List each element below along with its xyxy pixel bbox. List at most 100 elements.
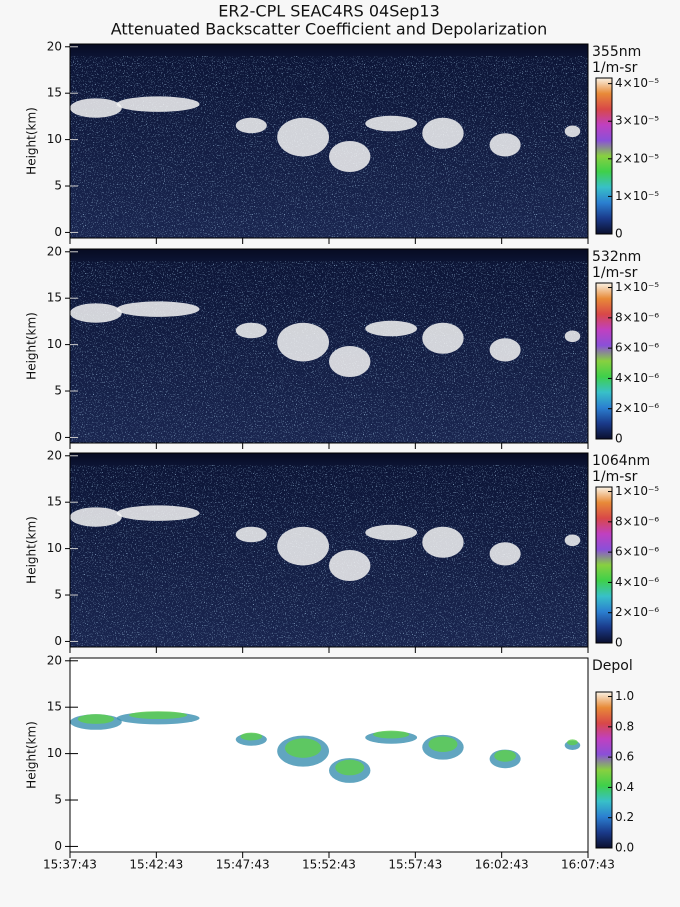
y-axis-label: Height(km): [25, 312, 39, 380]
colorbar-unit: 1/m-sr: [592, 469, 638, 485]
y-tick-label: 10: [47, 132, 62, 146]
cloud: [422, 526, 464, 558]
y-tick-label: 20: [47, 244, 62, 258]
colorbar-label: 355nm: [592, 44, 641, 60]
colorbar-tick-label: 2×10⁻⁵: [615, 151, 659, 165]
colorbar-tick-label: 0: [615, 636, 623, 650]
colorbar-tick-label: 0: [615, 432, 623, 446]
cloud: [116, 301, 200, 317]
colorbar-tick-label: 3×10⁻⁵: [615, 114, 659, 128]
cloud: [70, 98, 122, 118]
cloud: [70, 507, 122, 527]
y-tick-label: 5: [54, 588, 62, 602]
y-tick-label: 15: [47, 700, 62, 714]
colorbar-tick-label: 2×10⁻⁶: [615, 401, 659, 415]
cloud: [489, 133, 521, 157]
x-tick-label: 15:47:43: [216, 858, 270, 872]
colorbar-label: 1064nm: [592, 453, 650, 469]
panel: 0 5 10 15 20 Height(km) 0 2×10⁻⁶ 4×10⁻⁶ 6×10⁻⁶ 8×1…: [25, 244, 659, 449]
cloud: [70, 303, 122, 323]
colorbar-tick-label: 1×10⁻⁵: [615, 484, 659, 498]
cloud: [277, 322, 329, 362]
y-tick-label: 0: [54, 839, 62, 853]
x-tick-label: 15:42:43: [129, 858, 183, 872]
colorbar: [595, 77, 613, 235]
cloud: [235, 526, 267, 543]
colorbar-tick-label: 8×10⁻⁶: [615, 310, 659, 324]
colorbar: [595, 486, 613, 644]
y-tick-label: 20: [47, 39, 62, 53]
cloud: [329, 141, 371, 173]
cloud: [277, 526, 329, 566]
cloud: [564, 330, 581, 343]
colorbar-tick-label: 4×10⁻⁶: [615, 575, 659, 589]
depol-cloud: [284, 738, 322, 758]
cloud: [564, 534, 581, 547]
cloud: [235, 117, 267, 134]
panel: 0 5 10 15 20 Height(km) 0 2×10⁻⁶ 4×10⁻⁶ 6×10⁻⁶ 8×1…: [25, 448, 659, 653]
y-tick-label: 0: [54, 634, 62, 648]
depol-cloud: [335, 759, 365, 776]
cloud: [329, 346, 371, 378]
cloud: [564, 125, 581, 138]
title-line: Attenuated Backscatter Coefficient and D…: [111, 20, 548, 39]
colorbar-tick-label: 0.4: [615, 780, 634, 794]
cloud: [329, 550, 371, 582]
y-tick-label: 0: [54, 430, 62, 444]
depol-cloud: [129, 711, 188, 720]
y-tick-label: 10: [47, 541, 62, 555]
colorbar-label: 532nm: [592, 249, 641, 265]
cloud: [365, 524, 418, 541]
cloud: [116, 96, 200, 112]
y-tick-label: 15: [47, 86, 62, 100]
x-tick-label: 16:02:43: [475, 858, 529, 872]
cloud: [277, 117, 329, 157]
colorbar-tick-label: 8×10⁻⁶: [615, 514, 659, 528]
colorbar-tick-label: 0: [615, 227, 623, 241]
y-axis-label: Height(km): [25, 721, 39, 789]
depol-cloud: [240, 732, 263, 741]
colorbar-tick-label: 2×10⁻⁶: [615, 605, 659, 619]
colorbar: [595, 691, 613, 849]
cloud: [422, 117, 464, 149]
y-tick-label: 15: [47, 291, 62, 305]
colorbar-tick-label: 0.2: [615, 810, 634, 824]
depol-cloud: [494, 750, 516, 762]
depol-cloud: [373, 730, 410, 739]
y-tick-label: 0: [54, 225, 62, 239]
cloud: [489, 338, 521, 362]
x-tick-label: 16:07:43: [561, 858, 615, 872]
y-tick-label: 10: [47, 746, 62, 760]
colorbar-unit: 1/m-sr: [592, 265, 638, 281]
cloud: [235, 322, 267, 339]
y-tick-label: 5: [54, 793, 62, 807]
cloud: [365, 320, 418, 337]
y-tick-label: 10: [47, 337, 62, 351]
colorbar-tick-label: 4×10⁻⁵: [615, 76, 659, 90]
y-tick-label: 5: [54, 179, 62, 193]
x-tick-label: 15:57:43: [388, 858, 442, 872]
y-axis-label: Height(km): [25, 107, 39, 175]
colorbar-tick-label: 6×10⁻⁶: [615, 341, 659, 355]
colorbar-tick-label: 1.0: [615, 689, 634, 703]
panel: 0 5 10 15 20 Height(km) 15:37:43 15:42:43 15:47:…: [25, 653, 635, 871]
cloud: [489, 542, 521, 566]
depol-cloud: [77, 714, 115, 724]
colorbar-tick-label: 0.8: [615, 719, 634, 733]
colorbar-tick-label: 4×10⁻⁶: [615, 371, 659, 385]
y-tick-label: 5: [54, 384, 62, 398]
colorbar-tick-label: 0.6: [615, 750, 634, 764]
x-tick-label: 15:52:43: [302, 858, 356, 872]
title-line: ER2-CPL SEAC4RS 04Sep13: [218, 2, 440, 21]
panel: 0 5 10 15 20 Height(km) 0 1×10⁻⁵ 2×10⁻⁵ 3×10⁻⁵ 4×1…: [25, 39, 659, 244]
cloud: [116, 505, 200, 521]
cloud: [422, 322, 464, 354]
colorbar-tick-label: 1×10⁻⁵: [615, 189, 659, 203]
y-tick-label: 20: [47, 653, 62, 667]
colorbar-tick-label: 6×10⁻⁶: [615, 545, 659, 559]
colorbar-tick-label: 0.0: [615, 841, 634, 855]
y-axis-label: Height(km): [25, 516, 39, 584]
colorbar-unit: 1/m-sr: [592, 60, 638, 76]
